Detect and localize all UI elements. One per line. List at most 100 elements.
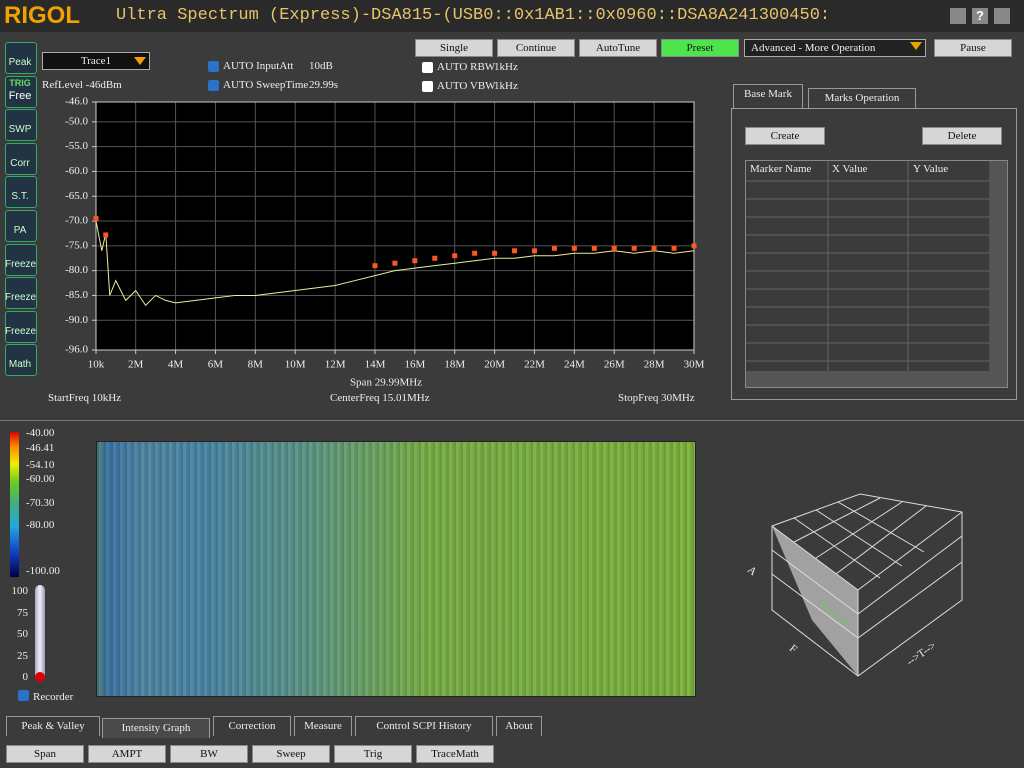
peak-marker (103, 232, 109, 238)
peak-marker (392, 260, 398, 266)
column-header: X Value (832, 163, 868, 175)
checkbox[interactable] (208, 61, 219, 72)
color-scale (10, 432, 19, 577)
setting-label: AUTO SweepTime (223, 79, 309, 91)
scale-label: -54.10 (26, 459, 55, 471)
table-lines (746, 161, 991, 387)
scrollbar[interactable] (746, 371, 990, 387)
y-tick-label: -65.0 (65, 190, 88, 202)
pause-button[interactable]: Pause (934, 39, 1012, 57)
bottom-tab[interactable]: About (496, 716, 542, 736)
side-icon[interactable] (5, 75, 37, 108)
panel-tab[interactable]: Marks Operation (808, 88, 916, 108)
panel-tab[interactable]: Base Mark (733, 84, 803, 108)
y-tick-label: -46.0 (65, 96, 88, 108)
peak-marker (472, 250, 478, 256)
side-icon-state: Free (8, 89, 32, 102)
recorder-checkbox[interactable] (18, 690, 29, 701)
slider-track[interactable] (35, 585, 45, 680)
brand: RIGOL (4, 2, 80, 29)
x-tick-label: 24M (564, 359, 585, 371)
scale-label: -60.00 (26, 473, 55, 485)
bottom-tab[interactable]: Correction (213, 716, 291, 736)
side-icon-label: Corr (10, 157, 30, 169)
side-icon-label: Freeze (5, 325, 37, 337)
bottom-button[interactable]: TraceMath (416, 745, 494, 763)
bottom-button[interactable]: BW (170, 745, 248, 763)
recorder-label: Recorder (33, 691, 74, 703)
slider-thumb[interactable] (35, 672, 45, 682)
column-header: Marker Name (750, 163, 812, 175)
side-icon[interactable] (5, 109, 37, 142)
side-icon-label: S.T. (11, 191, 29, 203)
title-bar: RIGOL Ultra Spectrum (Express)-DSA815-(U… (0, 0, 1024, 32)
peak-marker (432, 255, 438, 261)
x-tick-label: 20M (484, 359, 505, 371)
bottom-tab[interactable]: Control SCPI History (355, 716, 493, 736)
help[interactable]: ? (972, 8, 988, 24)
peak-marker (412, 258, 418, 264)
trace-dropdown[interactable]: Trace1 (42, 52, 150, 70)
toolbar-button[interactable]: AutoTune (579, 39, 657, 57)
bottom-tab[interactable]: Intensity Graph (102, 718, 210, 738)
peak-marker (651, 245, 657, 251)
scale-label: -100.00 (26, 565, 60, 577)
marker-table (745, 160, 1008, 388)
scrollbar[interactable] (990, 161, 1007, 387)
checkbox[interactable] (422, 62, 433, 73)
trace-line (95, 220, 695, 307)
x-tick-label: 18M (444, 359, 465, 371)
bottom-button[interactable]: Sweep (252, 745, 330, 763)
table-grid (746, 161, 1007, 387)
panel-button[interactable]: Create (745, 127, 825, 145)
center-freq: CenterFreq 15.01MHz (330, 392, 430, 404)
checkbox[interactable] (422, 81, 433, 92)
panel-button[interactable]: Delete (922, 127, 1002, 145)
plot-area (96, 102, 694, 350)
peak-marker (93, 216, 99, 222)
close[interactable] (994, 8, 1010, 24)
side-icon[interactable] (5, 344, 37, 377)
side-icon[interactable] (5, 142, 37, 175)
bottom-button[interactable]: Span (6, 745, 84, 763)
checkbox[interactable] (208, 80, 219, 91)
x-tick-label: 8M (248, 359, 264, 371)
spectrum-chart: Span 29.99MHz -46.0 -50.0 -55.0 -60.0 -65.0 -… (65, 96, 705, 389)
peak-marker (591, 245, 597, 251)
y-tick-label: -90.0 (65, 314, 88, 326)
minimize[interactable] (950, 8, 966, 24)
window-title: Ultra Spectrum (Express)-DSA815-(USB0::0… (116, 6, 831, 25)
side-icon[interactable] (5, 277, 37, 310)
toolbar-button[interactable]: Preset (661, 39, 739, 57)
bottom-tab[interactable]: Measure (294, 716, 352, 736)
peak-marker (671, 245, 677, 251)
bottom-button[interactable]: AMPT (88, 745, 166, 763)
menu-dropdown[interactable]: Advanced - More Operation (744, 39, 926, 57)
scale-label: -40.00 (26, 427, 55, 439)
trace-3d (819, 601, 851, 627)
side-icon[interactable] (5, 42, 37, 74)
side-icon-label: SWP (8, 124, 32, 136)
peak-marker (551, 245, 557, 251)
slider-label: 75 (17, 606, 28, 619)
slider-label: 50 (17, 628, 28, 640)
toolbar-button[interactable]: Single (415, 39, 493, 57)
side-icon[interactable] (5, 176, 37, 209)
side-icon[interactable] (5, 243, 37, 276)
scale-label: -70.30 (26, 497, 55, 509)
setting-value: 29.99s (309, 79, 339, 91)
slider-label: 0 (22, 671, 29, 683)
peak-marker (691, 243, 697, 249)
toolbar-button[interactable]: Continue (497, 39, 575, 57)
peak-marker (571, 245, 577, 251)
side-icon[interactable] (5, 310, 37, 343)
x-tick-label: 12M (325, 359, 346, 371)
setting-label: AUTO InputAtt (223, 60, 294, 72)
x-tick-label: 26M (604, 359, 625, 371)
dropdown-arrow (134, 57, 146, 65)
bottom-tab[interactable]: Peak & Valley (6, 716, 100, 736)
side-icon[interactable] (5, 210, 37, 242)
bottom-button[interactable]: Trig (334, 745, 412, 763)
y-tick-label: -96.0 (65, 344, 88, 356)
y-tick-label: -60.0 (65, 165, 88, 177)
